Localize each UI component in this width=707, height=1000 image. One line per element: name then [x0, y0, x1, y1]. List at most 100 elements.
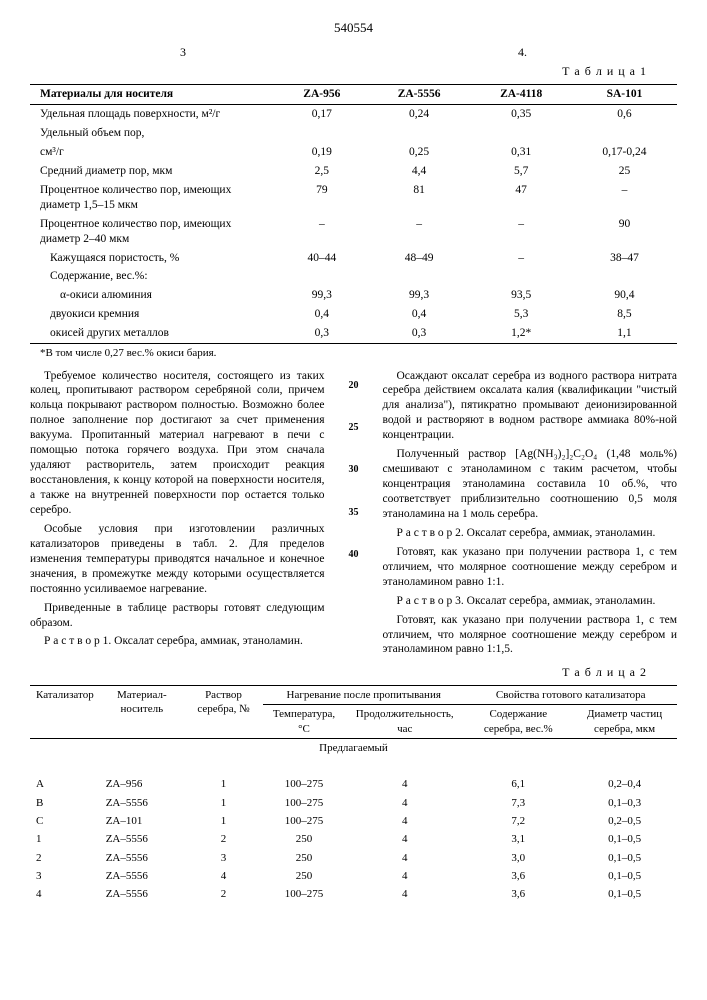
t2-cell: 250 — [263, 849, 345, 867]
table2-row: 1ZA–5556225043,10,1–0,5 — [30, 830, 677, 848]
t2-cell: 3 — [30, 867, 100, 885]
t1-cell: 0,4 — [276, 305, 368, 324]
t1-cell: 0,19 — [276, 143, 368, 162]
t2-cell: 4 — [345, 885, 464, 903]
t2-cell: 2 — [184, 885, 263, 903]
table2-row: 2ZA–5556325043,00,1–0,5 — [30, 849, 677, 867]
paragraph: Особые условия при изготовлении различны… — [30, 522, 325, 597]
t1-cell: 8,5 — [572, 305, 677, 324]
t1-cell: – — [572, 181, 677, 215]
paragraph: Р а с т в о р 2. Оксалат серебра, аммиак… — [383, 526, 678, 541]
t2-cell: 1 — [184, 794, 263, 812]
paragraph: Полученный раствор [Ag(NH₃)₂]₂C₂O₄ (1,48… — [383, 447, 678, 522]
t1-label: Процентное количество пор, имеющих диаме… — [30, 181, 276, 215]
t1-cell: 79 — [276, 181, 368, 215]
t1-cell: 99,3 — [276, 286, 368, 305]
t2-cell: 2 — [184, 830, 263, 848]
t2-h-heat: Нагревание после пропитывания — [263, 685, 464, 704]
t2-cell: 0,1–0,5 — [572, 867, 677, 885]
t2-cell: ZA–101 — [100, 812, 184, 830]
t2-cell: 6,1 — [464, 775, 572, 793]
t1-label: α-окиси алюминия — [30, 286, 276, 305]
table1-row: Содержание, вес.%: — [30, 267, 677, 286]
t1-cell: 5,3 — [470, 305, 571, 324]
t1-cell — [470, 124, 571, 143]
page-right: 4. — [518, 45, 527, 61]
t2-cell: 4 — [184, 867, 263, 885]
t2-h2-dia: Диаметр частиц серебра, мкм — [572, 705, 677, 739]
t1-label: Процентное количество пор, имеющих диаме… — [30, 215, 276, 249]
t1-h1: ZA-956 — [276, 85, 368, 105]
t1-label: двуокиси кремния — [30, 305, 276, 324]
t1-cell: 90 — [572, 215, 677, 249]
t1-cell: – — [470, 249, 571, 268]
t1-cell: 0,25 — [368, 143, 471, 162]
t2-cell: ZA–5556 — [100, 867, 184, 885]
t1-cell: 0,3 — [368, 324, 471, 343]
t1-cell: 5,7 — [470, 162, 571, 181]
t2-h-prop: Свойства готового катализатора — [464, 685, 677, 704]
t2-h2-ag: Содержание серебра, вес.% — [464, 705, 572, 739]
t1-cell — [276, 267, 368, 286]
table1-row: Удельная площадь поверхности, м²/г0,170,… — [30, 105, 677, 124]
t2-cell: 1 — [184, 775, 263, 793]
t1-cell: 1,1 — [572, 324, 677, 343]
t1-cell: – — [470, 215, 571, 249]
t1-cell: 4,4 — [368, 162, 471, 181]
t2-cell: 3 — [184, 849, 263, 867]
t2-cell: ZA–5556 — [100, 830, 184, 848]
t1-cell: 0,24 — [368, 105, 471, 124]
t2-cell: 7,2 — [464, 812, 572, 830]
t1-cell: 81 — [368, 181, 471, 215]
t2-cell: 4 — [345, 775, 464, 793]
t2-cell: 3,6 — [464, 885, 572, 903]
line-numbers: 2025303540 — [345, 369, 363, 662]
t2-cell: ZA–5556 — [100, 794, 184, 812]
table1-row: окисей других металлов0,30,31,2*1,1 — [30, 324, 677, 343]
table2-row: AZA–9561100–27546,10,2–0,4 — [30, 775, 677, 793]
t2-cell: 4 — [345, 794, 464, 812]
t1-cell — [276, 124, 368, 143]
t1-label: см³/г — [30, 143, 276, 162]
table1-row: Средний диаметр пор, мкм2,54,45,725 — [30, 162, 677, 181]
t1-cell: 0,3 — [276, 324, 368, 343]
table1: Материалы для носителя ZA-956 ZA-5556 ZA… — [30, 84, 677, 344]
t2-cell: 250 — [263, 867, 345, 885]
t2-h2-dur: Продолжительность, час — [345, 705, 464, 739]
table2: Катализатор Материал-носитель Раствор се… — [30, 685, 677, 904]
t1-cell: – — [368, 215, 471, 249]
t1-cell — [368, 267, 471, 286]
line-number: 20 — [349, 379, 359, 392]
t2-cell: 0,1–0,5 — [572, 849, 677, 867]
t2-h-mat: Материал-носитель — [100, 685, 184, 738]
t1-cell: 0,17-0,24 — [572, 143, 677, 162]
t1-h2: ZA-5556 — [368, 85, 471, 105]
table1-row: Процентное количество пор, имеющих диаме… — [30, 215, 677, 249]
table1-row: двуокиси кремния0,40,45,38,5 — [30, 305, 677, 324]
line-number: 30 — [349, 463, 359, 476]
t2-cell: ZA–5556 — [100, 885, 184, 903]
t1-cell: 2,5 — [276, 162, 368, 181]
t1-cell: 0,31 — [470, 143, 571, 162]
t2-cell: 4 — [345, 830, 464, 848]
t1-cell: 0,6 — [572, 105, 677, 124]
line-number: 40 — [349, 548, 359, 561]
t2-h-sol: Раствор серебра, № — [184, 685, 263, 738]
t1-label: Удельный объем пор, — [30, 124, 276, 143]
t2-cell: 3,6 — [464, 867, 572, 885]
t1-label: окисей других металлов — [30, 324, 276, 343]
t2-cell: A — [30, 775, 100, 793]
paragraph: Требуемое количество носителя, состоящег… — [30, 369, 325, 518]
t1-label: Средний диаметр пор, мкм — [30, 162, 276, 181]
table1-row: Процентное количество пор, имеющих диаме… — [30, 181, 677, 215]
paragraph: Р а с т в о р 1. Оксалат серебра, аммиак… — [30, 634, 325, 649]
t1-label: Удельная площадь поверхности, м²/г — [30, 105, 276, 124]
table1-row: α-окиси алюминия99,399,393,590,4 — [30, 286, 677, 305]
t1-label: Содержание, вес.%: — [30, 267, 276, 286]
t1-cell: 1,2* — [470, 324, 571, 343]
t2-cell: ZA–5556 — [100, 849, 184, 867]
t2-cell: 250 — [263, 830, 345, 848]
t2-cell: 0,2–0,5 — [572, 812, 677, 830]
t1-cell: 99,3 — [368, 286, 471, 305]
t1-h0: Материалы для носителя — [30, 85, 276, 105]
